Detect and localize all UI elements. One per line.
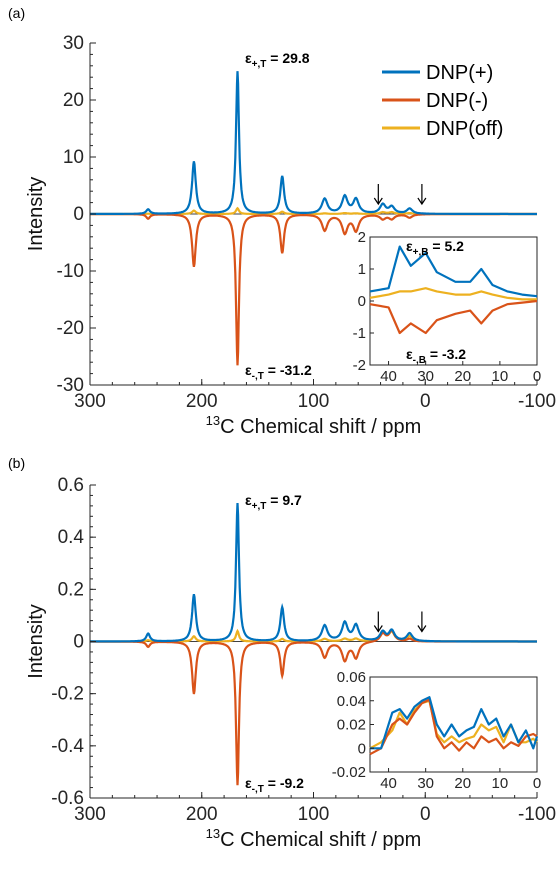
x-tick-label: 0 <box>420 804 431 825</box>
inset-x-tick-label: 10 <box>492 368 509 385</box>
legend-label: DNP(off) <box>426 118 503 140</box>
inset-y-tick-label: 0.06 <box>337 669 366 686</box>
inset-x-tick-label: 10 <box>492 775 509 792</box>
panel-label: (a) <box>8 5 25 21</box>
y-tick-label: 0 <box>73 632 84 653</box>
inset-y-tick-label: -2 <box>353 357 366 374</box>
inset-series-plus <box>369 245 538 298</box>
epsilon-plus-total: ε+,T = 29.8 <box>245 50 310 70</box>
inset-x-tick-label: 30 <box>417 775 434 792</box>
epsilon-minus-total: ε-,T = -31.2 <box>245 362 312 382</box>
epsilon-plus-b: ε+,B = 5.2 <box>406 238 464 258</box>
arrow-head <box>373 625 383 633</box>
arrow-head <box>417 197 427 206</box>
x-tick-label: 100 <box>298 804 330 825</box>
x-tick-label: -100 <box>518 804 556 825</box>
y-tick-label: -0.2 <box>51 684 84 705</box>
x-axis-label: 13C Chemical shift / ppm <box>206 826 422 851</box>
inset-y-tick-label: 0 <box>358 293 366 310</box>
inset-frame <box>369 676 538 773</box>
x-tick-label: 200 <box>186 804 218 825</box>
epsilon-minus-total: ε-,T = -9.2 <box>245 775 304 795</box>
inset-x-tick-label: 20 <box>454 368 471 385</box>
arrow-head <box>373 197 383 206</box>
inset-y-tick-label: -0.02 <box>332 764 366 781</box>
inset-series-minus <box>369 299 538 335</box>
inset-y-tick-label: 1 <box>358 261 366 278</box>
inset-y-tick-label: -1 <box>353 325 366 342</box>
x-tick-label: 0 <box>420 391 431 412</box>
series-plus <box>90 71 537 216</box>
inset-y-tick-label: 0.02 <box>337 717 366 734</box>
y-tick-label: -0.6 <box>51 788 84 809</box>
inset-y-tick-label: 0.04 <box>337 693 366 710</box>
inset-series-plus <box>370 696 539 750</box>
y-tick-label: 20 <box>63 90 84 111</box>
arrow-head <box>417 625 427 633</box>
inset-y-tick-label: 0 <box>358 740 366 757</box>
x-tick-label: -100 <box>518 391 556 412</box>
legend-label: DNP(+) <box>426 62 493 84</box>
legend: DNP(+) DNP(-) DNP(off) <box>382 62 503 140</box>
inset-x-tick-label: 20 <box>454 775 471 792</box>
inset-y-tick-label: 2 <box>358 229 366 246</box>
inset-x-tick-label: 40 <box>380 775 397 792</box>
y-tick-label: 0.2 <box>58 579 84 600</box>
y-tick-label: 0.4 <box>58 527 85 548</box>
inset-x-tick-label: 0 <box>533 368 541 385</box>
y-tick-label: 0 <box>73 204 84 225</box>
x-tick-label: 100 <box>298 391 330 412</box>
y-tick-label: 30 <box>63 33 84 54</box>
inset: 40 30 20 10 0 0.06 0.04 0.02 0 -0.02 <box>332 669 541 792</box>
x-tick-label: 300 <box>74 804 106 825</box>
epsilon-plus-total: ε+,T = 9.7 <box>245 492 302 512</box>
x-tick-label: 300 <box>74 391 106 412</box>
inset-frame <box>369 236 538 366</box>
y-axis-label: Intensity <box>25 604 47 678</box>
inset-x-tick-label: 40 <box>380 368 397 385</box>
legend-label: DNP(-) <box>426 90 488 112</box>
inset-series-minus <box>369 698 538 756</box>
inset-x-tick-label: 0 <box>533 775 541 792</box>
y-tick-label: -20 <box>57 318 84 339</box>
inset-x-tick-label: 30 <box>417 368 434 385</box>
panel-b: (b)300 200 100 0 -1000.60.40.20-0.2-0.4-0.61… <box>8 455 556 851</box>
epsilon-minus-b: ε-,B = -3.2 <box>406 346 466 366</box>
inset-series-off <box>369 287 537 301</box>
y-tick-label: -30 <box>57 375 84 396</box>
x-axis-label: 13C Chemical shift / ppm <box>206 413 422 438</box>
y-tick-label: -10 <box>57 261 84 282</box>
y-tick-label: 10 <box>63 147 84 168</box>
y-axis-label: Intensity <box>25 177 47 251</box>
x-tick-label: 200 <box>186 391 218 412</box>
series-plus <box>90 502 537 643</box>
panel-label: (b) <box>8 455 25 471</box>
y-tick-label: 0.6 <box>58 475 84 496</box>
y-tick-label: -0.4 <box>51 736 84 757</box>
